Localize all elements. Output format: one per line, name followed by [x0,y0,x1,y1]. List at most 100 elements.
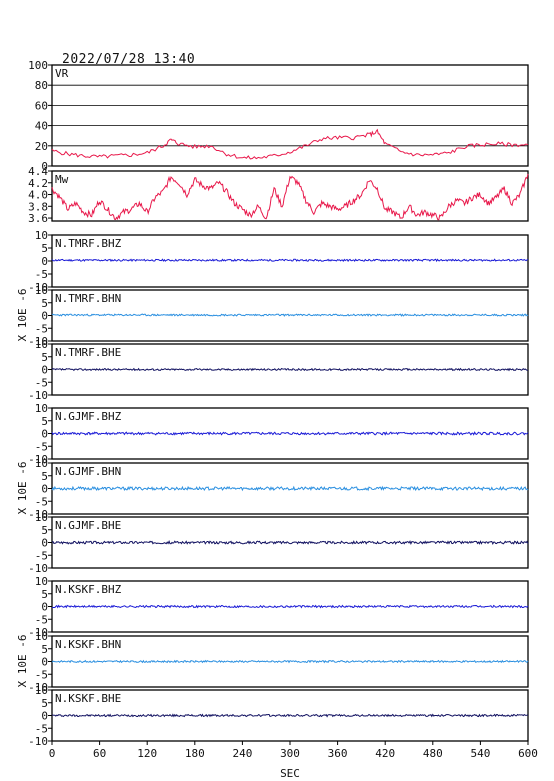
series-label: N.GJMF.BHN [55,465,121,478]
panel-mw: 4.44.24.03.83.6 Mw [28,165,529,225]
waveform-line [51,258,529,263]
y-tick-label: 5 [41,588,48,601]
y-tick-label: -10 [28,389,48,402]
waveform-line [51,431,529,436]
series-line [51,173,529,221]
x-tick-label: 180 [185,747,205,760]
y-axis-unit-label: X 10E -6 [16,635,29,688]
y-tick-label: -5 [35,268,48,281]
panel-vr: 100 80 60 40 20 0 VR [28,59,529,173]
y-tick-label: 10 [35,457,48,470]
y-tick-label: -5 [35,376,48,389]
y-tick-label: 0 [41,483,48,496]
y-tick-label: -5 [35,613,48,626]
y-tick-label: -10 [28,508,48,521]
x-tick-label: 240 [232,747,252,760]
y-tick-label: -5 [35,495,48,508]
x-tick-label: 600 [518,747,538,760]
waveform-line [51,604,529,609]
series-label: N.KSKF.BHE [55,692,121,705]
y-tick-label: -5 [35,668,48,681]
series-label: N.KSKF.BHZ [55,583,122,596]
y-tick-label: 5 [41,415,48,428]
series-label: Mw [55,173,69,186]
y-tick-label: 5 [41,697,48,710]
series-label: N.TMRF.BHN [55,292,121,305]
panel-frame [51,170,529,222]
series-label: N.GJMF.BHE [55,519,121,532]
y-tick-label: 5 [41,470,48,483]
series-label: N.TMRF.BHZ [55,237,122,250]
y-tick-label: 10 [35,229,48,242]
x-tick-label: 480 [423,747,443,760]
y-tick-label: 5 [41,524,48,537]
y-tick-label: 5 [41,351,48,364]
y-tick-label: 3.8 [28,200,48,213]
y-tick-label: 5 [41,242,48,255]
y-tick-label: 10 [35,284,48,297]
y-tick-label: 0 [41,428,48,441]
y-tick-label: 0 [41,310,48,323]
y-tick-label: -5 [35,322,48,335]
y-tick-label: 10 [35,338,48,351]
y-tick-label: 4.2 [28,177,48,190]
y-tick-label: 5 [41,643,48,656]
series-label: N.TMRF.BHE [55,346,121,359]
y-tick-label: 20 [35,140,48,153]
y-tick-label: 100 [28,59,48,72]
y-tick-label: -10 [28,281,48,294]
y-tick-label: 10 [35,511,48,524]
series-line [51,128,529,160]
waveform-line [51,659,529,664]
waveform-line [51,485,529,492]
y-tick-label: 10 [35,630,48,643]
y-tick-label: -10 [28,453,48,466]
y-tick-label: 60 [35,99,48,112]
timestamp-label: 2022/07/28 13:40 [62,52,195,67]
y-tick-label: 0 [41,255,48,268]
y-tick-label: -10 [28,626,48,639]
y-tick-label: 10 [35,575,48,588]
x-tick-label: 540 [470,747,490,760]
y-tick-label: 80 [35,79,48,92]
y-tick-label: 40 [35,120,48,133]
y-tick-label: 5 [41,297,48,310]
y-tick-label: -10 [28,681,48,694]
y-tick-label: -5 [35,440,48,453]
y-tick-label: -5 [35,549,48,562]
y-tick-label: 0 [41,160,48,173]
x-axis-label: SEC [280,767,300,780]
y-tick-label: 0 [41,656,48,669]
x-tick-label: 300 [280,747,300,760]
chart-panels: 100806040200VR4.44.24.03.83.6Mw1050-5-10… [28,59,529,748]
series-label: N.KSKF.BHN [55,638,121,651]
y-tick-label: -10 [28,562,48,575]
waveform-line [51,367,528,372]
y-axis-unit-label: X 10E -6 [16,289,29,342]
x-tick-label: 0 [49,747,56,760]
y-tick-label: 10 [35,402,48,415]
x-tick-label: 60 [93,747,106,760]
y-tick-label: -5 [35,722,48,735]
y-tick-label: 3.6 [28,212,48,225]
y-tick-label: -10 [28,335,48,348]
x-tick-label: 120 [137,747,157,760]
series-label: VR [55,67,69,80]
y-tick-label: 0 [41,537,48,550]
y-tick-label: 0 [41,364,48,377]
y-tick-label: 0 [41,601,48,614]
y-tick-label: 0 [41,710,48,723]
y-tick-label: 4.0 [28,189,48,202]
series-label: N.GJMF.BHZ [55,410,122,423]
y-tick-label: 4.4 [28,165,48,178]
